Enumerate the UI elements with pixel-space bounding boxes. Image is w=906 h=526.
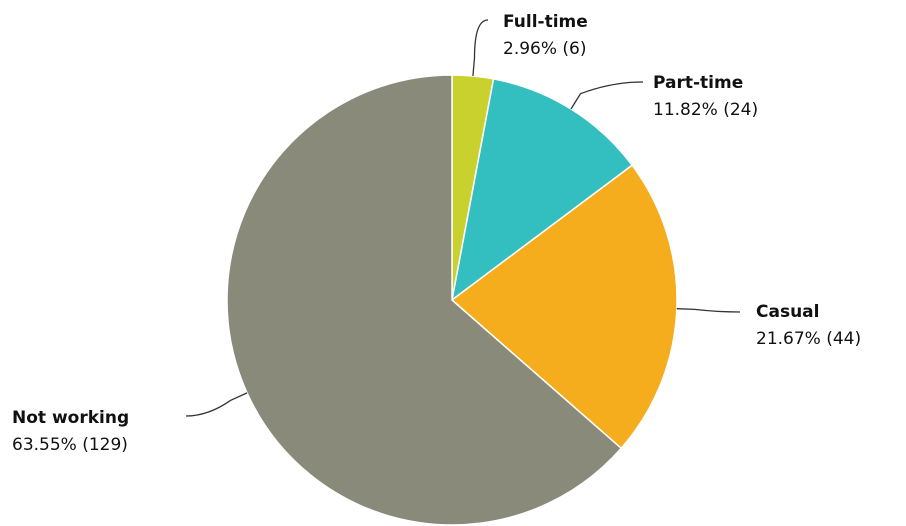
leader-not-working <box>185 392 248 417</box>
label-part-time-name: Part-time <box>653 73 743 93</box>
label-casual-name: Casual <box>756 302 819 322</box>
label-full-time-name: Full-time <box>503 12 588 32</box>
label-not-working-name: Not working <box>12 408 129 428</box>
label-casual-value: 21.67% (44) <box>756 329 861 349</box>
label-full-time-value: 2.96% (6) <box>503 39 587 59</box>
leader-casual <box>676 308 741 313</box>
slice-labels: Full-time 2.96% (6) Part-time 11.82% (24… <box>12 12 861 455</box>
leader-full-time <box>472 19 489 77</box>
slice-casual <box>450 164 678 450</box>
slice-part-time <box>450 77 634 302</box>
leader-lines <box>185 19 741 417</box>
label-not-working-value: 63.55% (129) <box>12 435 128 455</box>
pie-slices <box>226 74 678 526</box>
label-part-time-value: 11.82% (24) <box>653 100 758 120</box>
leader-part-time <box>570 81 644 110</box>
